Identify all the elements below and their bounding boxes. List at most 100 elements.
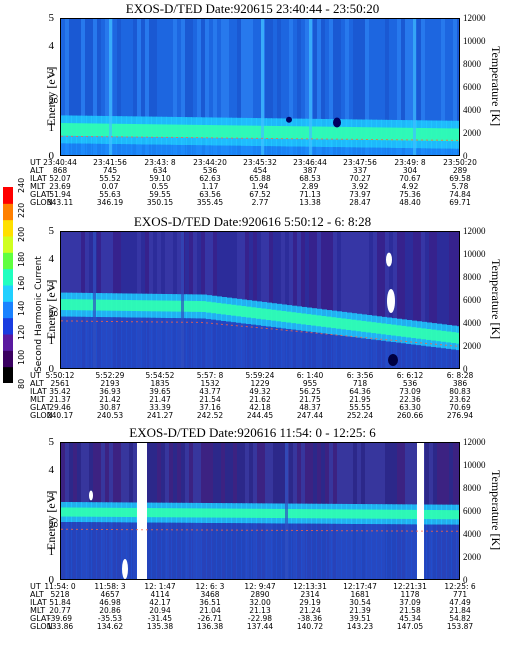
heatmap-ridge <box>366 509 372 519</box>
heatmap-ridge <box>396 127 402 141</box>
heatmap-cell <box>337 19 341 155</box>
info-cell: 252.24 <box>346 411 374 420</box>
heatmap-lowband <box>456 524 459 579</box>
info-row-label: ALT <box>30 166 44 175</box>
heatmap-lowband <box>126 317 132 368</box>
heatmap-lowband <box>96 317 102 368</box>
heatmap-lowband <box>191 145 197 155</box>
heatmap-lowband <box>441 348 447 368</box>
heatmap-lowband <box>211 145 217 155</box>
info-cell: 23.69 <box>49 182 71 191</box>
heatmap-ridge <box>71 123 77 136</box>
heatmap-lowband <box>156 317 162 368</box>
heatmap-ridge <box>346 319 352 330</box>
heatmap-lowband <box>436 148 442 155</box>
info-cell: 343.11 <box>46 198 74 207</box>
heatmap-ridge <box>281 311 287 322</box>
heatmap-ridge <box>96 507 102 517</box>
info-cell: 75.36 <box>399 190 421 199</box>
heatmap-cell <box>321 19 325 155</box>
heatmap-ridge <box>386 324 392 335</box>
heatmap-cell <box>397 19 401 155</box>
heatmap-ridge <box>401 509 407 519</box>
info-cell: 47.49 <box>449 598 471 607</box>
heatmap-cell <box>65 19 69 155</box>
heatmap-lowband <box>451 524 457 579</box>
heatmap-lowband <box>221 145 227 155</box>
heatmap-cell <box>333 19 337 155</box>
heatmap-streak <box>413 19 416 155</box>
heatmap-cell <box>145 19 149 155</box>
heatmap-lowband <box>66 522 72 579</box>
dark-blob <box>333 117 341 128</box>
heatmap-cell <box>421 232 425 368</box>
info-cell: 4114 <box>150 590 170 599</box>
info-cell: 74.84 <box>449 190 471 199</box>
heatmap-cell <box>377 232 381 368</box>
heatmap-ridge <box>106 299 112 311</box>
panel-3: EXOS-D/TED Date:920616 11:54: 0 - 12:25:… <box>0 424 505 636</box>
heatmap-cell <box>221 19 225 155</box>
info-cell: 71.13 <box>299 190 321 199</box>
heatmap-ridge <box>116 123 122 137</box>
heatmap-ridge <box>171 508 177 518</box>
heatmap-lowband <box>321 146 327 155</box>
heatmap-ridge <box>131 507 137 518</box>
heatmap-ridge <box>411 327 417 339</box>
heatmap-lowband <box>446 148 452 155</box>
heatmap-lowband <box>111 317 117 368</box>
heatmap-ridge <box>401 325 407 337</box>
heatmap-lowband <box>446 524 452 579</box>
heatmap-lowband <box>141 144 147 155</box>
heatmap-ridge <box>201 508 207 518</box>
heatmap-lowband <box>226 321 232 368</box>
info-row-label: ILAT <box>30 387 47 396</box>
heatmap-lowband <box>431 347 437 368</box>
heatmap-cell <box>277 232 281 368</box>
heatmap-ridge <box>371 509 377 519</box>
info-cell: 51.84 <box>49 598 71 607</box>
heatmap-ridge <box>146 508 152 518</box>
heatmap-cell <box>305 232 309 368</box>
heatmap-cell <box>105 19 109 155</box>
heatmap-cell <box>85 19 89 155</box>
heatmap-lowband <box>371 524 377 579</box>
heatmap-lowband <box>391 147 397 155</box>
heatmap-ridge <box>226 508 232 518</box>
heatmap-ridge <box>421 128 427 141</box>
heatmap-lowband <box>236 523 242 579</box>
heatmap-cell <box>229 19 233 155</box>
heatmap-lowband <box>241 323 247 368</box>
heatmap-lowband <box>231 145 237 155</box>
heatmap-ridge <box>406 509 412 519</box>
heatmap-ridge <box>351 127 357 140</box>
heatmap-lowband <box>431 524 437 579</box>
heatmap-ridge <box>291 509 297 519</box>
heatmap-ridge <box>376 322 382 334</box>
info-cell: 29.19 <box>299 598 321 607</box>
heatmap-lowband <box>276 146 282 155</box>
colorbar-segment <box>3 203 13 221</box>
info-cell: -22.98 <box>247 614 273 623</box>
heatmap-cell <box>81 19 85 155</box>
heatmap-svg <box>61 19 459 155</box>
colorbar-segment <box>3 285 13 302</box>
heatmap-ridge <box>276 310 282 322</box>
info-cell: 21.24 <box>299 606 321 615</box>
heatmap-lowband <box>286 146 292 155</box>
heatmap-cell <box>185 19 189 155</box>
heatmap-lowband <box>351 337 357 368</box>
info-cell: 289 <box>452 166 468 175</box>
heatmap-lowband <box>451 148 457 155</box>
saturation-blob <box>387 289 395 313</box>
heatmap-cell <box>301 232 305 368</box>
heatmap-cell <box>269 19 273 155</box>
heatmap-cell <box>121 19 125 155</box>
heatmap-lowband <box>296 146 302 155</box>
heatmap-ridge <box>216 302 222 314</box>
heatmap-ridge <box>426 509 432 520</box>
heatmap-ridge <box>231 125 237 139</box>
heatmap-ridge <box>376 127 382 141</box>
heatmap-ridge <box>351 509 357 519</box>
info-cell: 21.39 <box>349 606 371 615</box>
